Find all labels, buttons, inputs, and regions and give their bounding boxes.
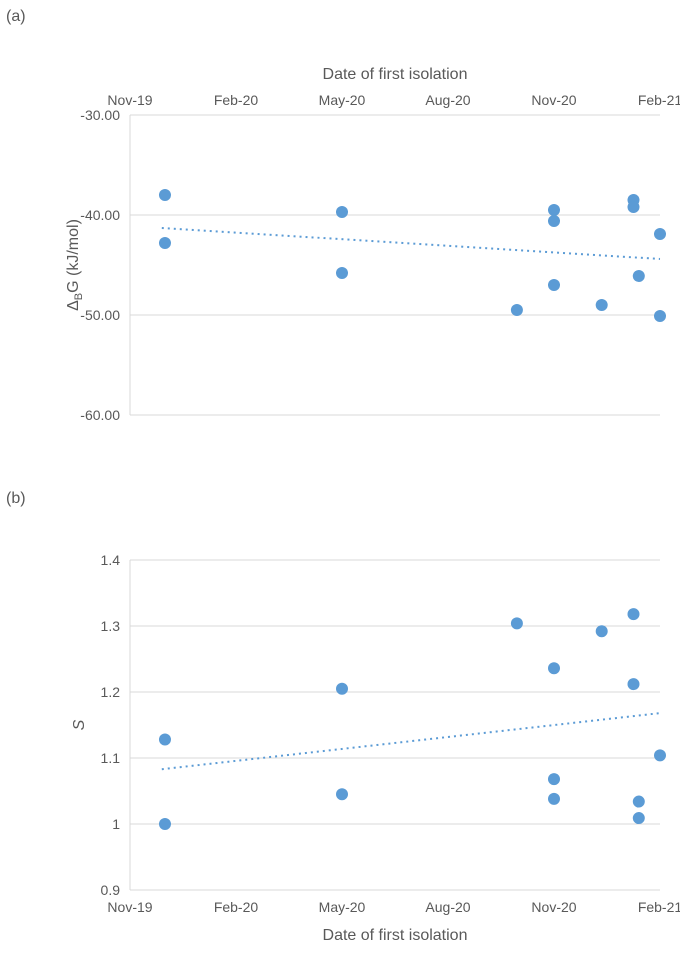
data-point (336, 206, 348, 218)
trend-line (162, 228, 660, 259)
data-point (633, 812, 645, 824)
x-axis-title: Date of first isolation (323, 66, 468, 83)
data-point (548, 773, 560, 785)
y-axis-title: S (71, 719, 88, 730)
y-tick-label: 1.2 (101, 684, 121, 700)
panel-b-chart: Nov-19 Feb-20 May-20 Aug-20 Nov-20 Feb-21 0.9 1… (40, 540, 680, 960)
data-point (654, 310, 666, 322)
panel-a-svg: Nov-19 Feb-20 May-20 Aug-20 Nov-20 Feb-21 -30.… (40, 55, 680, 435)
x-tick-label: May-20 (319, 92, 366, 108)
x-tick-label: Feb-20 (214, 92, 259, 108)
x-tick-label: Aug-20 (425, 92, 470, 108)
x-tick-label: Nov-20 (531, 899, 576, 915)
y-tick-label: -50.00 (80, 307, 120, 323)
data-point (336, 788, 348, 800)
data-point (596, 299, 608, 311)
svg-text:ΔBG (kJ/mol): ΔBG (kJ/mol) (65, 219, 85, 311)
panel-a-label: (a) (6, 8, 26, 26)
x-tick-label: May-20 (319, 899, 366, 915)
data-point (548, 279, 560, 291)
x-tick-label: Feb-20 (214, 899, 259, 915)
data-point (336, 267, 348, 279)
data-point (633, 270, 645, 282)
data-point (336, 683, 348, 695)
x-tick-label: Nov-19 (107, 92, 152, 108)
data-point (548, 215, 560, 227)
y-tick-label: 1.3 (101, 618, 121, 634)
trend-line (162, 713, 660, 769)
y-tick-label: 1 (112, 816, 120, 832)
data-point (159, 237, 171, 249)
data-point (548, 204, 560, 216)
data-point (159, 734, 171, 746)
y-tick-label: -30.00 (80, 107, 120, 123)
y-tick-label: 0.9 (101, 882, 121, 898)
data-point (628, 201, 640, 213)
panel-b-svg: Nov-19 Feb-20 May-20 Aug-20 Nov-20 Feb-21 0.9 1… (40, 540, 680, 960)
x-axis-title: Date of first isolation (323, 927, 468, 944)
data-point (596, 625, 608, 637)
panel-b-label: (b) (6, 490, 26, 508)
data-point (548, 793, 560, 805)
data-point (548, 662, 560, 674)
x-tick-label: Aug-20 (425, 899, 470, 915)
y-tick-label: 1.1 (101, 750, 121, 766)
x-tick-label: Nov-19 (107, 899, 152, 915)
data-point (633, 796, 645, 808)
x-tick-label: Feb-21 (638, 92, 680, 108)
data-point (628, 678, 640, 690)
y-tick-label: -60.00 (80, 407, 120, 423)
data-point (628, 608, 640, 620)
y-tick-label: -40.00 (80, 207, 120, 223)
data-point (511, 304, 523, 316)
data-point (159, 818, 171, 830)
panel-a-chart: Nov-19 Feb-20 May-20 Aug-20 Nov-20 Feb-21 -30.… (40, 55, 680, 435)
y-axis-title: ΔBG (kJ/mol) (65, 219, 85, 311)
data-point (654, 228, 666, 240)
data-point (654, 749, 666, 761)
data-point (511, 617, 523, 629)
x-tick-label: Nov-20 (531, 92, 576, 108)
y-tick-label: 1.4 (101, 552, 121, 568)
x-tick-label: Feb-21 (638, 899, 680, 915)
data-point (159, 189, 171, 201)
